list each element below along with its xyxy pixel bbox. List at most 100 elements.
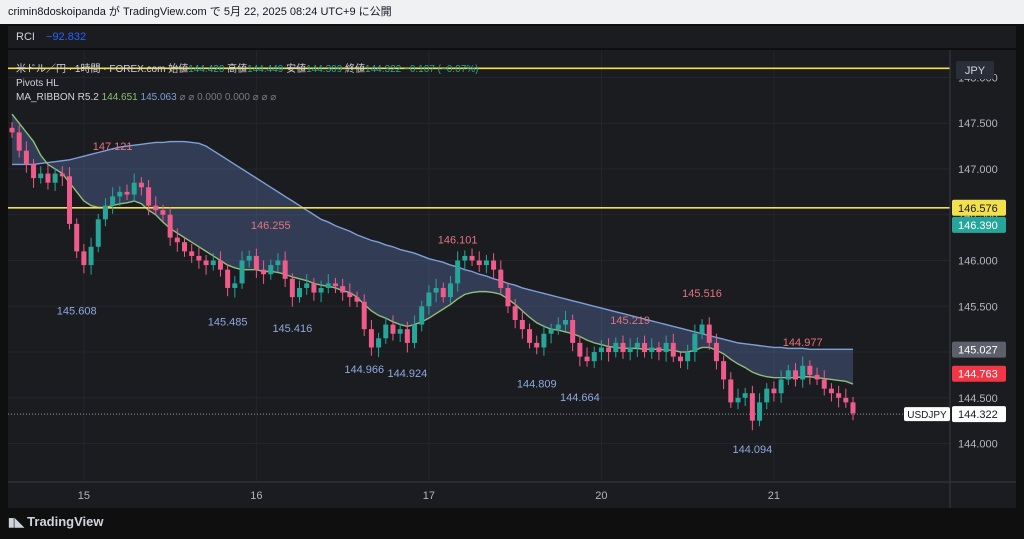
ribbon-value-fast: 144.651 — [101, 92, 138, 103]
candle — [584, 347, 590, 367]
close-label: 終値 — [345, 64, 366, 75]
open-value: 144.420 — [188, 64, 225, 75]
time-tick-label: 16 — [250, 490, 262, 502]
candle — [232, 276, 238, 298]
candle — [261, 260, 267, 284]
ma-ribbon — [11, 113, 854, 385]
candle — [706, 317, 712, 350]
candle — [642, 335, 648, 358]
candle — [728, 372, 734, 408]
candle — [620, 335, 626, 359]
candle — [512, 298, 518, 329]
candle-body — [95, 219, 101, 247]
candle-body — [67, 176, 73, 224]
rci-pane[interactable]: RCI −92.832 — [8, 26, 1016, 48]
candle — [110, 187, 116, 214]
candle — [613, 337, 619, 358]
candle — [828, 383, 834, 402]
candle — [440, 282, 446, 303]
candle — [663, 335, 669, 362]
candle-body — [297, 287, 303, 298]
price-chart[interactable]: 147.121 146.255 146.101 145.219 145.516 144.9… — [8, 50, 1016, 508]
candle — [210, 253, 216, 271]
candle-body — [771, 388, 777, 394]
candle — [771, 381, 777, 402]
candle-body — [419, 306, 425, 325]
pivot-high-label: 145.219 — [610, 315, 650, 327]
candle-body — [512, 306, 518, 320]
ribbon-value-rest: ⌀ ⌀ 0.000 0.000 ⌀ ⌀ ⌀ — [179, 92, 277, 103]
candle — [289, 273, 295, 307]
candle — [253, 248, 259, 278]
ohlc-line: 米ドル／円 · 1時間 · FOREX.com 始値144.420 高値144.… — [16, 63, 478, 77]
candle-body — [383, 324, 389, 339]
candle-body — [332, 283, 338, 287]
candle-body — [498, 269, 504, 288]
candle — [807, 360, 813, 385]
candle — [246, 250, 252, 268]
candle — [174, 228, 180, 252]
candle-body — [778, 379, 784, 394]
candle — [268, 259, 274, 280]
candle-body — [376, 338, 382, 348]
price-label: 146.576 — [958, 203, 998, 215]
candle — [117, 186, 123, 207]
candle-body — [562, 320, 568, 325]
candle-body — [462, 255, 468, 261]
candle-body — [483, 260, 489, 266]
pivots-indicator[interactable]: Pivots HL — [16, 78, 59, 89]
candle — [821, 370, 827, 396]
candle-body — [74, 223, 80, 252]
candle-body — [268, 265, 274, 275]
price-label-box — [952, 199, 1006, 216]
price-tick-label: 147.500 — [958, 118, 998, 130]
candle-body — [404, 329, 410, 343]
rci-label: RCI — [16, 31, 35, 43]
candle-body — [721, 361, 727, 380]
chart-svg[interactable]: 147.121 146.255 146.101 145.219 145.516 144.9… — [8, 50, 1016, 508]
candle-body — [447, 283, 453, 298]
candle-body — [110, 196, 116, 206]
candle-body — [160, 210, 166, 215]
candle-body — [311, 283, 317, 293]
price-tick-label: 146.000 — [958, 256, 998, 268]
candle — [527, 323, 533, 349]
candle — [699, 319, 705, 340]
candle — [325, 274, 331, 294]
candle-body — [182, 242, 188, 252]
candle-body — [289, 278, 295, 298]
candle — [505, 282, 511, 314]
candle-body — [325, 283, 331, 288]
candle-body — [16, 132, 22, 151]
candle-body — [570, 320, 576, 343]
candle-body — [196, 255, 202, 261]
candle-body — [476, 260, 482, 266]
ma-ribbon-indicator[interactable]: MA_RIBBON R5.2 144.651 145.063 ⌀ ⌀ 0.000… — [16, 91, 478, 105]
candle — [412, 315, 418, 349]
candle-body — [347, 292, 353, 298]
candle — [282, 251, 288, 288]
candle — [81, 244, 87, 274]
candle-body — [634, 342, 640, 348]
candle — [275, 253, 281, 272]
price-axis: 148.000147.500147.000146.500146.000145.5… — [904, 50, 1006, 508]
pivot-low-label: 144.809 — [517, 379, 557, 391]
candle — [606, 338, 612, 362]
time-tick-label: 15 — [78, 490, 90, 502]
price-tick-label: 147.000 — [958, 164, 998, 176]
candle — [555, 317, 561, 335]
candle — [491, 253, 497, 280]
close-value: 144.322 — [365, 64, 402, 75]
symbol-badge-label: USDJPY — [907, 410, 947, 421]
candle — [447, 276, 453, 304]
candle-body — [670, 342, 676, 357]
candle — [203, 255, 209, 275]
candle — [354, 291, 360, 308]
candle-body — [814, 374, 820, 380]
tradingview-logo[interactable]: ▮◣ TradingView — [8, 514, 104, 529]
currency-badge — [956, 61, 994, 79]
candle — [38, 166, 44, 184]
candle — [757, 393, 763, 427]
candle — [45, 164, 51, 190]
candle-body — [210, 260, 216, 266]
